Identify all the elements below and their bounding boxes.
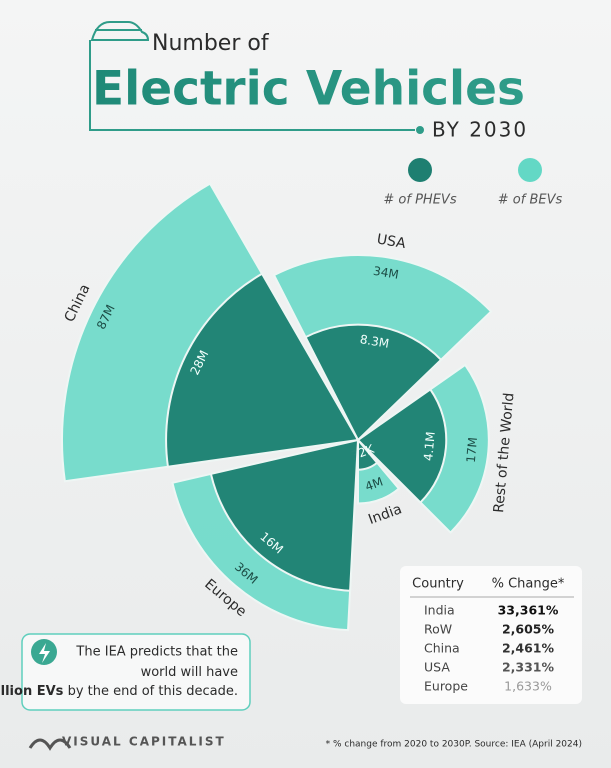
note-text: 234 million EVs by the end of this decad… bbox=[0, 684, 238, 699]
note-text: The IEA predicts that the bbox=[75, 645, 238, 660]
phev-wedge bbox=[356, 387, 448, 504]
phev-wedge bbox=[304, 323, 443, 442]
table-box bbox=[400, 566, 582, 704]
table-header: % Change* bbox=[492, 577, 565, 592]
note-bold: 234 million EVs bbox=[0, 684, 64, 699]
category-label: India bbox=[366, 501, 404, 528]
table-cell: 2,605% bbox=[502, 622, 555, 637]
note: The IEA predicts that the world will hav… bbox=[0, 633, 251, 711]
subtitle: BY 2030 bbox=[432, 118, 528, 142]
value-label: 17M bbox=[464, 437, 480, 464]
footnote: * % change from 2020 to 2030P. Source: I… bbox=[326, 740, 582, 750]
table-cell: India bbox=[424, 603, 455, 618]
table-cell: 33,361% bbox=[498, 603, 559, 618]
note-text: world will have bbox=[141, 665, 238, 680]
table-cell: Europe bbox=[424, 679, 468, 694]
value-label: 4M bbox=[363, 474, 385, 493]
table-header: Country bbox=[412, 577, 464, 592]
frame bbox=[89, 40, 415, 131]
phev-wedge bbox=[165, 272, 360, 468]
title-main: Electric Vehicles bbox=[92, 62, 525, 117]
brand: VISUAL CAPITALIST bbox=[62, 735, 226, 749]
legend-label: # of PHEVs bbox=[383, 193, 456, 208]
legend-swatch bbox=[408, 158, 432, 182]
legend: # of PHEVs # of BEVs bbox=[383, 158, 562, 208]
table: Country % Change* India 33,361% RoW 2,605% Chi… bbox=[400, 566, 582, 704]
bolt bbox=[39, 643, 50, 663]
table-cell: 1,633% bbox=[504, 679, 552, 694]
table-cell: 2,461% bbox=[502, 641, 555, 656]
brand-logo bbox=[28, 738, 72, 751]
title: Number of bbox=[152, 31, 270, 56]
table-cell: China bbox=[424, 641, 460, 656]
car-icon bbox=[90, 21, 150, 41]
rose-chart: 87M34M17M4M36M28M8.3M4.1M32K16MChinaUSAR… bbox=[61, 182, 518, 632]
phev-wedge bbox=[357, 437, 379, 471]
phev-wedge bbox=[209, 438, 360, 592]
note-box bbox=[21, 633, 251, 711]
value-label: 4.1M bbox=[421, 431, 438, 462]
note-text: world will have bbox=[141, 665, 238, 680]
frame-dot bbox=[416, 126, 424, 134]
category-label: USA bbox=[376, 231, 408, 252]
value-label: 34M bbox=[372, 264, 400, 282]
value-label: 8.3M bbox=[359, 332, 390, 351]
header: Number of Electric Vehicles BY 2030 bbox=[89, 21, 528, 142]
table-cell: USA bbox=[424, 660, 450, 675]
legend-swatch bbox=[518, 158, 542, 182]
table-cell: RoW bbox=[424, 622, 452, 637]
footer: VISUAL CAPITALIST * % change from 2020 t… bbox=[28, 735, 582, 751]
table-cell: 2,331% bbox=[502, 660, 555, 675]
note-text: by the end of this decade. bbox=[68, 684, 238, 699]
category-label: Rest of the World bbox=[491, 392, 517, 513]
legend-label: # of BEVs bbox=[498, 193, 563, 208]
